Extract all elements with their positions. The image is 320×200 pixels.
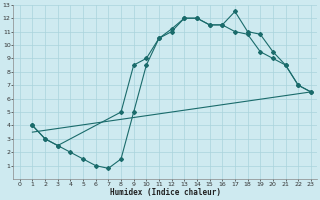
X-axis label: Humidex (Indice chaleur): Humidex (Indice chaleur) xyxy=(110,188,221,197)
